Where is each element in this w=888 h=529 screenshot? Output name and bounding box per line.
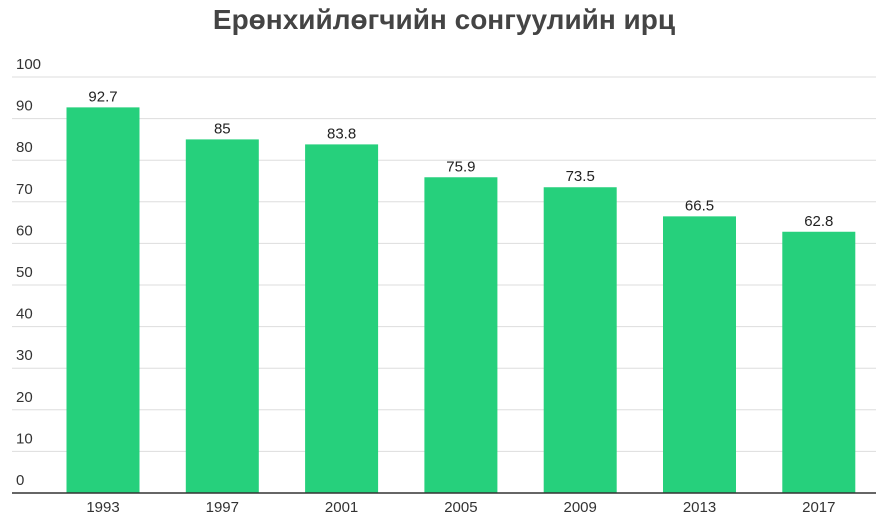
bar-2017 bbox=[782, 231, 856, 493]
y-tick-label: 80 bbox=[16, 139, 33, 156]
x-tick-label: 2001 bbox=[325, 499, 358, 516]
y-tick-label: 100 bbox=[16, 56, 41, 73]
y-tick-label: 10 bbox=[16, 430, 33, 447]
data-label: 85 bbox=[214, 120, 231, 137]
x-axis-ticks: 1993 1997 2001 2005 2009 2013 2017 bbox=[86, 499, 835, 516]
y-tick-label: 20 bbox=[16, 389, 33, 406]
x-tick-label: 2009 bbox=[564, 499, 597, 516]
y-tick-label: 60 bbox=[16, 222, 33, 239]
x-tick-label: 2013 bbox=[683, 499, 716, 516]
y-tick-label: 70 bbox=[16, 181, 33, 198]
x-tick-label: 2017 bbox=[802, 499, 835, 516]
data-labels: 92.7 85 83.8 75.9 73.5 66.5 62.8 bbox=[88, 88, 833, 229]
y-tick-label: 0 bbox=[16, 472, 24, 489]
chart-title: Ерөнхийлөгчийн сонгуулийн ирц bbox=[212, 4, 676, 35]
bar-2001 bbox=[305, 144, 379, 493]
bar-1993 bbox=[66, 107, 140, 494]
data-label: 66.5 bbox=[685, 197, 714, 214]
y-tick-label: 30 bbox=[16, 347, 33, 364]
data-label: 75.9 bbox=[446, 158, 475, 175]
x-tick-label: 1993 bbox=[86, 499, 119, 516]
bars bbox=[66, 107, 856, 494]
bar-2013 bbox=[663, 216, 736, 494]
data-label: 73.5 bbox=[566, 168, 595, 185]
bar-2009 bbox=[543, 187, 617, 494]
y-tick-label: 40 bbox=[16, 306, 33, 323]
y-axis-ticks: 0 10 20 30 40 50 60 70 80 90 100 bbox=[16, 56, 41, 489]
data-label: 62.8 bbox=[804, 213, 833, 230]
x-tick-label: 1997 bbox=[206, 499, 239, 516]
x-tick-label: 2005 bbox=[444, 499, 477, 516]
data-label: 83.8 bbox=[327, 125, 356, 142]
y-tick-label: 90 bbox=[16, 98, 33, 115]
bar-2005 bbox=[424, 177, 498, 494]
bar-1997 bbox=[185, 139, 259, 493]
y-tick-label: 50 bbox=[16, 264, 33, 281]
data-label: 92.7 bbox=[88, 88, 117, 105]
